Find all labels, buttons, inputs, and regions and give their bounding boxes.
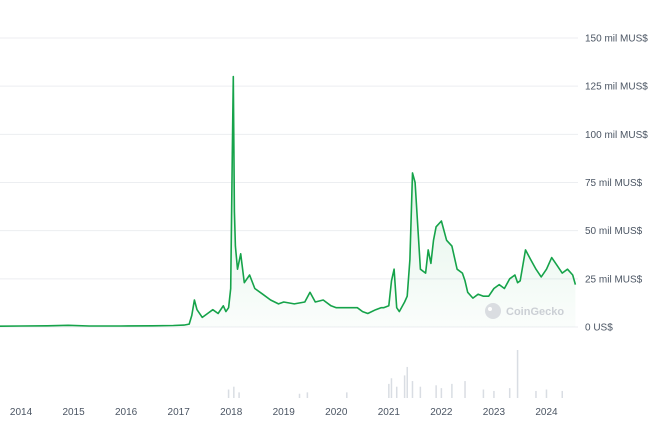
x-tick-label: 2015: [62, 407, 85, 418]
x-axis-labels: 2014 2015 2016 2017 2018 2019 2020 2021 2022 2023…: [10, 407, 558, 418]
volume-bar: [464, 381, 466, 398]
x-tick-label: 2021: [378, 407, 401, 418]
y-tick-label: 100 mil MUS$: [585, 130, 648, 141]
volume-bar: [298, 393, 301, 398]
x-tick-label: 2023: [483, 407, 506, 418]
volume-bar: [346, 392, 348, 398]
watermark-text: CoinGecko: [506, 306, 564, 318]
x-tick-label: 2016: [115, 407, 138, 418]
volume-bar: [227, 389, 230, 398]
x-tick-label: 2018: [220, 407, 243, 418]
volume-bar: [435, 385, 437, 398]
y-tick-label: 75 mil MUS$: [585, 178, 643, 189]
volume-bar: [493, 390, 495, 398]
volume-bar: [403, 375, 406, 398]
volume-bar: [395, 386, 398, 398]
y-tick-label: 50 mil MUS$: [585, 226, 643, 237]
x-tick-label: 2020: [325, 407, 348, 418]
volume-bar: [451, 383, 453, 398]
y-tick-label: 25 mil MUS$: [585, 274, 643, 285]
x-tick-label: 2017: [168, 407, 191, 418]
volume-bar: [419, 386, 422, 398]
volume-bars: [227, 350, 563, 398]
volume-bar: [238, 392, 240, 398]
volume-bar: [388, 383, 390, 398]
volume-bar: [411, 381, 414, 398]
x-tick-label: 2022: [430, 407, 453, 418]
y-axis-labels: 0 US$ 25 mil MUS$ 50 mil MUS$ 75 mil MUS$ 10…: [585, 34, 648, 334]
volume-bar: [508, 388, 511, 398]
volume-bar: [390, 378, 393, 398]
volume-bar: [561, 390, 563, 398]
coingecko-logo-icon: [485, 303, 501, 319]
volume-bar: [516, 350, 519, 398]
price-line: [0, 75, 577, 327]
volume-bar: [482, 389, 485, 398]
grid-lines: [0, 37, 578, 328]
volume-bar: [406, 366, 408, 398]
coingecko-watermark: CoinGecko: [485, 303, 564, 319]
price-area: [0, 76, 576, 327]
x-tick-label: 2024: [535, 407, 558, 418]
volume-bar: [233, 386, 235, 398]
volume-bar: [545, 389, 548, 398]
volume-bar: [306, 392, 309, 398]
x-tick-label: 2014: [10, 407, 33, 418]
volume-bar: [440, 388, 443, 398]
volume-bar: [535, 390, 537, 398]
y-tick-label: 0 US$: [585, 323, 613, 334]
y-tick-label: 125 mil MUS$: [585, 82, 648, 93]
x-tick-label: 2019: [273, 407, 296, 418]
y-tick-label: 150 mil MUS$: [585, 34, 648, 45]
